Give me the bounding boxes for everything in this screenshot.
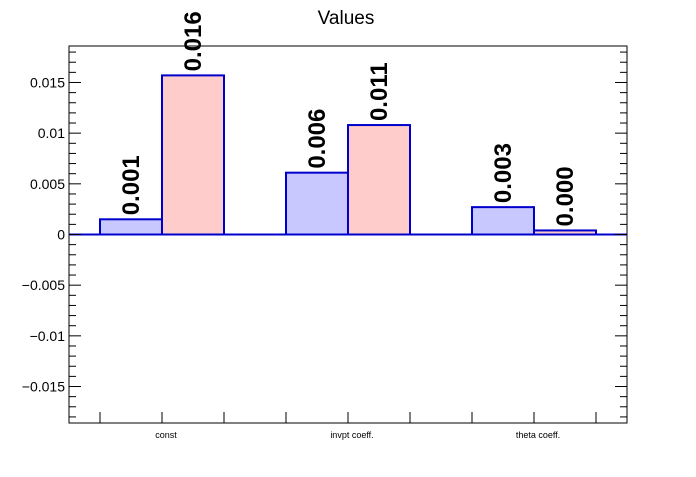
bar-value-label: 0.006: [304, 109, 331, 169]
y-tick-label: −0.015: [22, 379, 65, 395]
bar-value-label: 0.000: [552, 166, 579, 226]
y-tick-label: 0.01: [38, 125, 65, 141]
bar-value-label: 0.011: [366, 62, 393, 121]
y-tick-label: −0.01: [30, 328, 66, 344]
bar: [347, 124, 411, 236]
x-category-label: const: [155, 430, 177, 440]
bar: [285, 171, 349, 236]
bar-value-label: 0.016: [180, 11, 207, 71]
bar-value-label: 0.003: [490, 143, 517, 203]
y-tick-label: 0: [57, 227, 65, 243]
chart-title: Values: [318, 8, 375, 29]
y-tick-label: 0.005: [30, 176, 65, 192]
y-tick-label: −0.005: [22, 277, 65, 293]
bar: [99, 218, 163, 236]
bar-value-label: 0.001: [118, 155, 145, 215]
y-tick-label: 0.015: [30, 74, 65, 90]
x-category-label: theta coeff.: [516, 430, 560, 440]
bar: [471, 206, 535, 236]
bar: [161, 74, 225, 236]
x-category-label: invpt coeff.: [330, 430, 373, 440]
